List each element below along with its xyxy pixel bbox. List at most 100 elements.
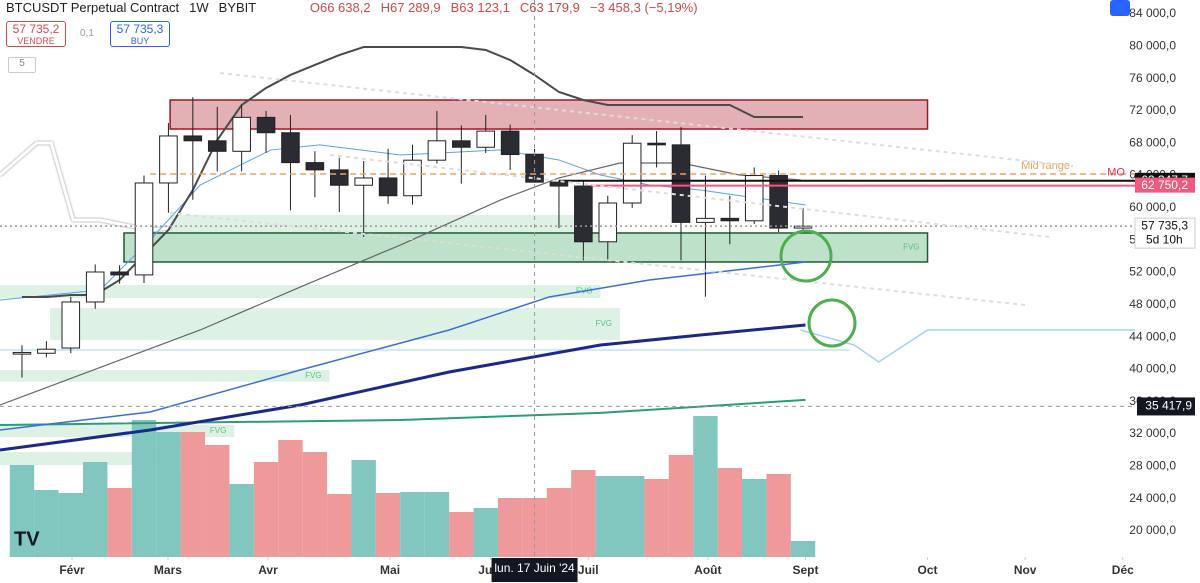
volume-bar bbox=[253, 462, 279, 557]
ohlc-close: C63 179,9 bbox=[519, 0, 580, 15]
x-tick-label: Mai bbox=[380, 563, 400, 577]
volume-bar bbox=[9, 465, 35, 557]
candle-body bbox=[305, 162, 325, 171]
highlight-circle bbox=[807, 298, 857, 348]
candle-body bbox=[769, 175, 788, 229]
volume-bar bbox=[131, 420, 157, 557]
candle-body bbox=[720, 217, 740, 222]
interval: 1W bbox=[189, 0, 209, 15]
volume-bar bbox=[278, 440, 303, 557]
ohlc-open: O66 638,2 bbox=[309, 0, 371, 15]
sell-price: 57 735,2 bbox=[12, 22, 60, 36]
volume-bar bbox=[351, 460, 376, 557]
volume-bar bbox=[473, 508, 498, 557]
y-tick-label: 72 000,0 bbox=[1129, 103, 1176, 117]
candle-body bbox=[574, 185, 593, 243]
candle-body bbox=[85, 271, 105, 303]
candle-body bbox=[622, 142, 642, 204]
candle-body bbox=[476, 130, 496, 148]
candle-body bbox=[110, 271, 129, 276]
candle-body bbox=[232, 116, 251, 152]
volume-bar bbox=[497, 498, 523, 557]
crosshair-time-box bbox=[491, 558, 578, 582]
volume-bar bbox=[546, 488, 572, 557]
zone-label: FVG bbox=[210, 426, 226, 435]
volume-bar bbox=[107, 488, 132, 557]
candle-body bbox=[183, 135, 203, 142]
buy-button[interactable]: 57 735,3 BUY bbox=[110, 21, 170, 47]
buy-label: BUY bbox=[130, 36, 150, 46]
zone-label: FVG bbox=[596, 319, 612, 328]
zone-label: FVG bbox=[305, 371, 321, 380]
x-tick-label: Mars bbox=[154, 563, 182, 577]
countdown: 5d 10h bbox=[1146, 232, 1183, 246]
y-tick-label: 80 000,0 bbox=[1129, 38, 1176, 52]
symbol: BTCUSDT Perpetual Contract bbox=[6, 0, 180, 15]
header: BTCUSDT Perpetual Contract 1W BYBIT O66 63… bbox=[6, 0, 708, 15]
price-line-text: Mid range bbox=[1021, 160, 1070, 172]
candle-body bbox=[134, 182, 154, 276]
x-tick-label: Juil bbox=[578, 563, 599, 577]
candle-body bbox=[427, 140, 447, 161]
candle-body bbox=[647, 142, 666, 146]
indicator-line bbox=[0, 323, 806, 452]
ohlc-change: −3 458,3 (−5,19%) bbox=[589, 0, 698, 15]
volume-bar bbox=[229, 484, 254, 557]
exchange: BYBIT bbox=[218, 0, 257, 15]
y-tick-label: 76 000,0 bbox=[1129, 71, 1176, 85]
crosshair-time: lun. 17 Juin '24 bbox=[494, 561, 575, 575]
x-tick-label: Avr bbox=[258, 563, 278, 577]
candle-body bbox=[744, 175, 764, 222]
volume-bar bbox=[742, 479, 767, 557]
volume-bar bbox=[424, 492, 450, 557]
volume-bar bbox=[34, 490, 59, 557]
volume-bar bbox=[668, 455, 694, 557]
candle-body bbox=[378, 177, 398, 197]
volume-bar bbox=[644, 479, 669, 557]
y-tick-label: 24 000,0 bbox=[1129, 491, 1176, 505]
volume-bar bbox=[205, 445, 230, 557]
y-tick-label: 52 000,0 bbox=[1129, 265, 1176, 279]
y-tick-label: 60 000,0 bbox=[1129, 200, 1176, 214]
volume-bar bbox=[717, 468, 743, 557]
price-line-text: MO bbox=[1107, 167, 1125, 179]
zone bbox=[170, 214, 591, 233]
spread: 0,1 bbox=[80, 28, 94, 39]
highlight-circle bbox=[779, 229, 833, 283]
volume-bar bbox=[180, 432, 206, 557]
sell-button[interactable]: 57 735,2 VENDRE bbox=[6, 21, 66, 47]
candle-body bbox=[793, 225, 813, 229]
x-tick-label: Févr bbox=[59, 563, 85, 577]
volume-bar bbox=[156, 432, 181, 557]
x-tick-label: Oct bbox=[918, 563, 938, 577]
zone-label: FVG bbox=[903, 243, 919, 252]
x-tick-label: Déc bbox=[1112, 563, 1134, 577]
candle-body bbox=[354, 177, 373, 186]
y-tick-label: 32 000,0 bbox=[1129, 426, 1176, 440]
candle-body bbox=[37, 348, 56, 354]
candle-body bbox=[549, 181, 569, 187]
volume-bar bbox=[375, 493, 401, 557]
indicator-line bbox=[0, 162, 801, 406]
candle-body bbox=[452, 140, 471, 148]
price-label: 57 735,3 bbox=[1141, 218, 1188, 232]
candle-body bbox=[403, 159, 422, 197]
trend-line bbox=[219, 72, 1074, 167]
crosshair-price-box bbox=[1137, 397, 1195, 416]
ohlc-low: B63 123,1 bbox=[450, 0, 510, 15]
indicator-line bbox=[0, 398, 806, 427]
drawings: TV bbox=[14, 0, 1130, 550]
zone bbox=[169, 99, 929, 130]
volume-bar bbox=[693, 416, 718, 557]
badge[interactable]: 5 bbox=[8, 57, 36, 73]
candle-body bbox=[207, 140, 227, 152]
volume-bar bbox=[595, 476, 620, 557]
volume-bar bbox=[790, 541, 816, 557]
menu-button[interactable] bbox=[1110, 0, 1130, 16]
volume-bar bbox=[327, 494, 352, 557]
price-label-box bbox=[1135, 177, 1195, 193]
candle-body bbox=[12, 351, 32, 355]
